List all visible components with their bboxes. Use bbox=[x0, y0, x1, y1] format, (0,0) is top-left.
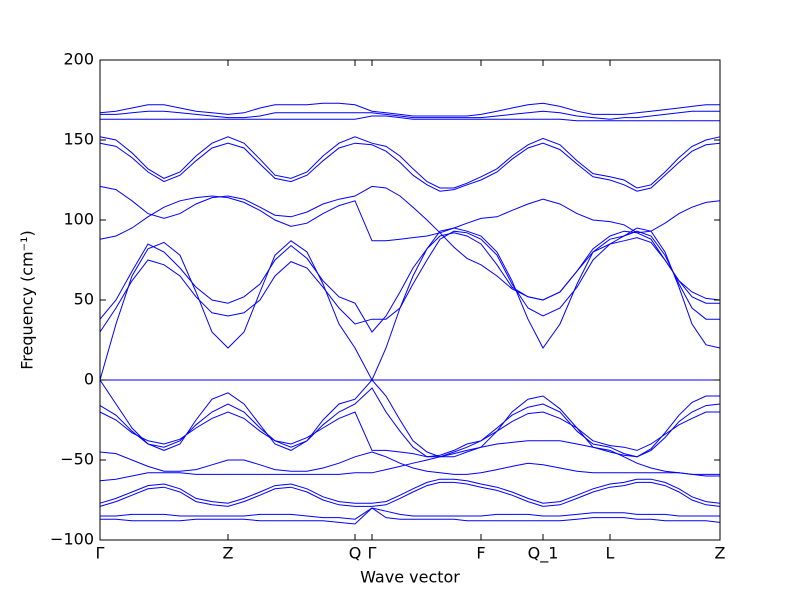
band-line bbox=[100, 115, 720, 122]
y-tick-label: 200 bbox=[63, 50, 94, 69]
x-axis-label: Wave vector bbox=[360, 568, 460, 587]
band-line bbox=[99, 478, 721, 504]
band-line bbox=[99, 440, 720, 482]
band-line bbox=[99, 379, 720, 458]
band-line bbox=[99, 411, 720, 458]
x-tick-label: Q_1 bbox=[528, 544, 559, 564]
plot-frame bbox=[99, 59, 721, 541]
y-tick-label: 50 bbox=[74, 290, 94, 309]
x-tick-label: F bbox=[476, 544, 485, 563]
band-line bbox=[99, 451, 720, 475]
band-line bbox=[99, 195, 721, 242]
band-line bbox=[99, 387, 721, 458]
band-line bbox=[99, 481, 721, 507]
x-tick-label: Γ bbox=[96, 544, 105, 563]
band-line bbox=[99, 185, 721, 301]
y-tick-label: 0 bbox=[84, 370, 94, 389]
band-line bbox=[99, 227, 721, 382]
y-tick-label: 150 bbox=[63, 130, 94, 149]
band-line bbox=[100, 507, 721, 525]
y-tick-label: 100 bbox=[63, 210, 94, 229]
band-line bbox=[100, 507, 720, 520]
band-line bbox=[99, 102, 720, 117]
band-line bbox=[99, 230, 720, 333]
x-tick-label: Z bbox=[715, 544, 726, 563]
x-tick-label: Γ bbox=[368, 544, 377, 563]
y-axis-label: Frequency (cm⁻¹) bbox=[18, 230, 37, 369]
band-line bbox=[100, 110, 720, 120]
x-tick-label: Q bbox=[349, 544, 362, 563]
x-tick-label: Z bbox=[223, 544, 234, 563]
y-tick-label: −100 bbox=[50, 530, 94, 549]
x-tick-label: L bbox=[606, 544, 615, 563]
y-tick-label: −50 bbox=[60, 450, 94, 469]
band-line bbox=[99, 136, 721, 189]
band-line bbox=[99, 230, 720, 333]
band-line bbox=[99, 142, 721, 192]
